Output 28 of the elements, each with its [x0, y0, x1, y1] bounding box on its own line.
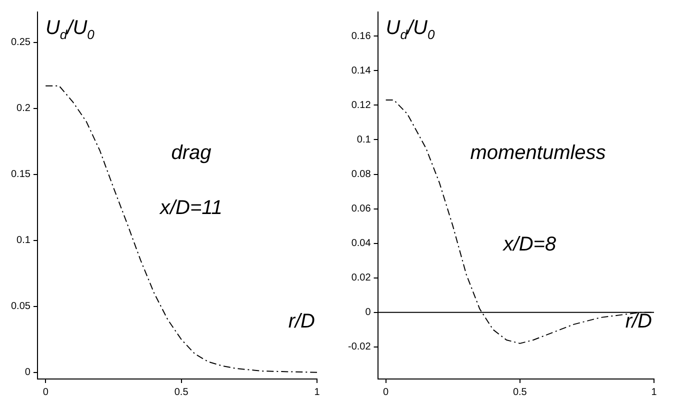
y-tick-label: 0.2 — [16, 103, 31, 114]
y-tick-label: 0.14 — [351, 65, 372, 76]
x-tick-label: 1 — [651, 386, 658, 398]
y-tick-label: 0.06 — [351, 204, 372, 215]
y-tick-label: 0 — [24, 367, 31, 378]
y-tick-label: 0.04 — [351, 238, 372, 250]
x-tick-label: 0.5 — [174, 386, 189, 398]
y-tick-label: 0.12 — [351, 100, 372, 111]
x-axis-title: r/D — [288, 310, 316, 333]
annotation: momentumless — [470, 142, 606, 164]
y-tick-label: 0.16 — [351, 30, 372, 42]
x-tick-label: 0 — [383, 386, 390, 398]
x-tick-label: 0.5 — [512, 386, 528, 398]
x-axis-title: r/D — [625, 310, 652, 333]
y-tick-label: 0.25 — [10, 37, 31, 48]
y-tick-label: -0.02 — [348, 342, 372, 353]
annotation: x/D=11 — [158, 196, 222, 219]
y-tick-label: 0 — [365, 307, 372, 318]
x-tick-label: 1 — [314, 386, 320, 398]
y-tick-label: 0.05 — [10, 301, 31, 312]
y-tick-label: 0.1 — [356, 134, 372, 146]
y-tick-label: 0.02 — [351, 272, 372, 284]
y-tick-label: 0.1 — [16, 235, 31, 246]
y-tick-label: 0.15 — [10, 169, 31, 180]
annotation: drag — [171, 142, 212, 164]
x-tick-label: 0 — [42, 386, 49, 398]
annotation: x/D=8 — [502, 234, 556, 256]
y-tick-label: 0.08 — [351, 169, 372, 180]
